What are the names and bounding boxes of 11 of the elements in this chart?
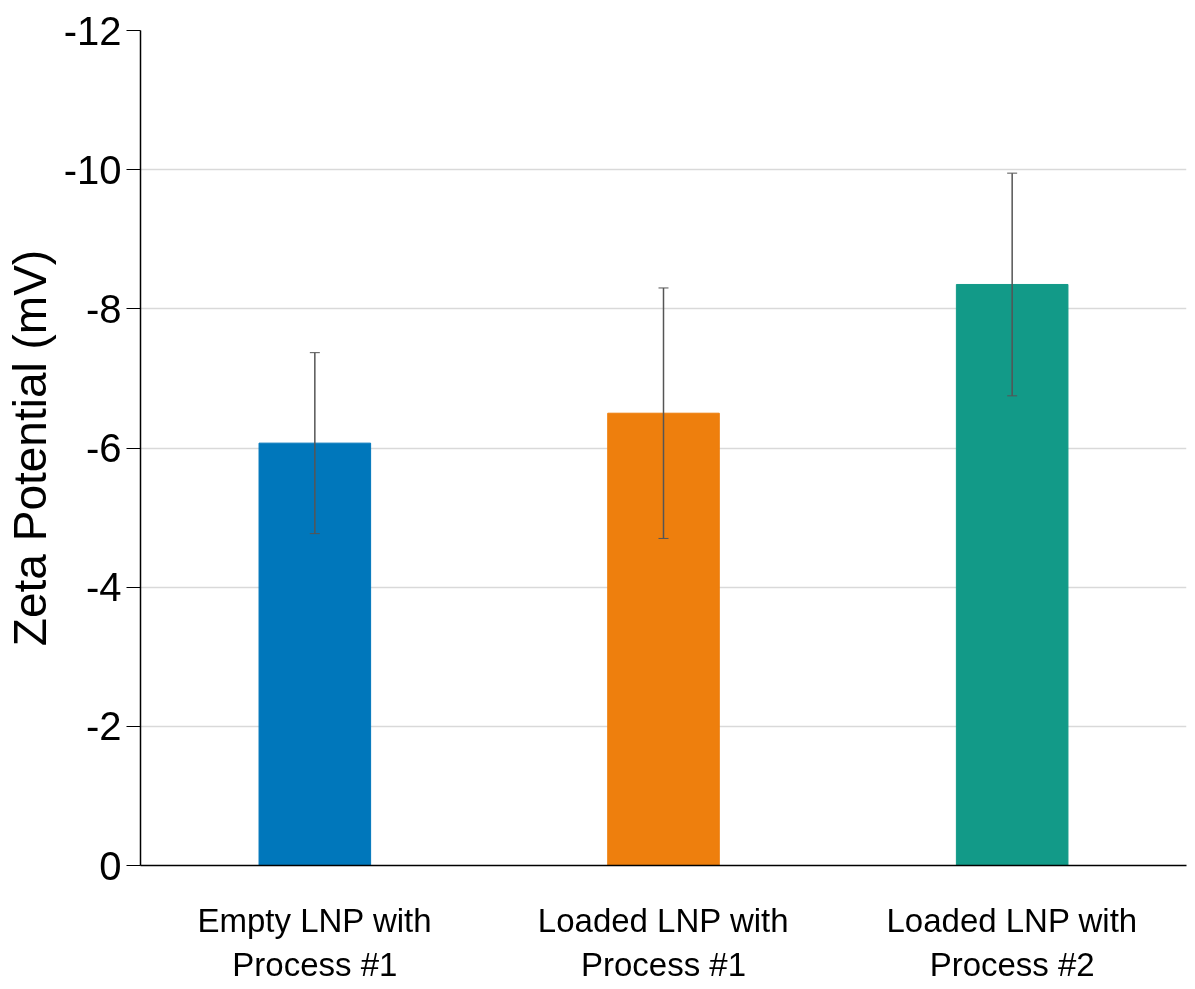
y-tick-label: -8	[85, 286, 122, 331]
y-tick-label: -2	[85, 704, 122, 749]
y-tick-label: -4	[85, 565, 122, 610]
y-tick-label: -12	[63, 8, 122, 53]
x-tick-label: Empty LNP with Process #1	[197, 901, 432, 983]
y-tick-label: -6	[85, 426, 122, 470]
y-axis-title: Zeta Potential (mV)	[3, 249, 56, 647]
x-tick-label: Loaded LNP with Process #1	[537, 901, 789, 983]
y-tick-label: 0	[99, 843, 122, 888]
y-tick-label: -10	[63, 147, 122, 192]
x-tick-label: Loaded LNP with Process #2	[886, 901, 1138, 983]
